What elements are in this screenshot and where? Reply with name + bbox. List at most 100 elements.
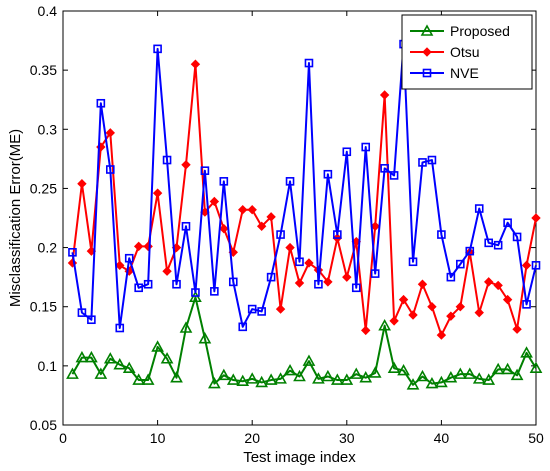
data-point-nve [408, 257, 418, 267]
data-point-otsu [115, 260, 125, 271]
data-point-otsu [77, 178, 87, 189]
data-point-proposed [132, 373, 146, 385]
data-point-nve [276, 230, 285, 239]
data-point-otsu [266, 212, 276, 222]
data-point-proposed [312, 372, 325, 384]
x-tick-label: 20 [244, 430, 260, 446]
data-point-otsu [427, 302, 437, 312]
data-point-proposed [274, 372, 287, 384]
data-point-otsu [474, 307, 484, 318]
data-point-nve [266, 272, 276, 282]
legend-item-proposed: Proposed [410, 23, 510, 39]
data-point-nve [503, 218, 512, 228]
data-point-nve [68, 248, 77, 257]
data-point-nve [484, 238, 494, 248]
data-point-nve [351, 283, 361, 293]
data-point-proposed [453, 367, 467, 379]
data-point-nve [474, 204, 484, 213]
data-point-proposed [66, 367, 79, 379]
data-point-proposed [226, 373, 240, 385]
data-point-proposed [236, 374, 250, 387]
x-tick-label: 50 [528, 430, 544, 446]
y-tick-label: 0.35 [30, 62, 57, 78]
data-point-nve [162, 155, 172, 165]
data-point-nve [228, 277, 238, 287]
x-tick-label: 40 [434, 430, 450, 446]
data-point-nve [512, 232, 522, 242]
data-point-otsu [408, 310, 418, 320]
data-point-proposed [387, 361, 401, 374]
data-point-nve [172, 279, 181, 289]
data-point-nve [96, 98, 106, 108]
data-point-otsu [304, 258, 314, 268]
data-point-proposed [179, 321, 193, 333]
data-point-nve [342, 147, 352, 157]
legend-label-otsu: Otsu [450, 44, 480, 60]
data-point-proposed [302, 354, 316, 366]
data-point-otsu [247, 205, 257, 215]
data-point-nve [389, 171, 399, 180]
x-tick-label: 10 [150, 430, 166, 446]
data-point-proposed [283, 363, 297, 376]
data-point-nve [134, 283, 143, 293]
data-point-otsu [493, 280, 503, 291]
data-point-otsu [483, 277, 494, 287]
legend-marker-proposed [420, 24, 434, 36]
data-point-proposed [103, 352, 117, 364]
data-point-proposed [406, 378, 420, 390]
data-point-proposed [85, 350, 98, 363]
data-point-nve [446, 272, 456, 282]
data-point-nve [181, 221, 191, 231]
data-point-otsu [379, 90, 390, 100]
data-point-otsu [398, 294, 409, 305]
legend: Proposed Otsu NVE [401, 14, 533, 90]
data-point-otsu [238, 205, 248, 215]
data-point-proposed [255, 375, 269, 388]
data-point-otsu [512, 324, 522, 334]
y-tick-label: 0.1 [38, 358, 58, 374]
data-point-otsu [531, 213, 541, 223]
y-tick-label: 0.05 [30, 417, 57, 433]
x-axis-label: Test image index [243, 449, 356, 466]
data-point-otsu [152, 188, 163, 198]
data-point-otsu [256, 221, 267, 231]
y-tick-label: 0.4 [38, 3, 58, 19]
data-point-otsu [294, 278, 305, 288]
legend-label-proposed: Proposed [450, 23, 510, 39]
data-point-proposed [491, 362, 505, 375]
data-point-otsu [342, 272, 352, 282]
data-point-nve [370, 269, 380, 278]
data-point-proposed [482, 373, 496, 385]
data-point-otsu [521, 260, 532, 271]
data-point-otsu [446, 311, 456, 321]
data-point-otsu [275, 304, 286, 314]
data-point-proposed [217, 368, 231, 381]
data-point-proposed [444, 371, 458, 383]
data-point-proposed [113, 358, 127, 370]
data-point-nve [295, 257, 304, 267]
data-point-otsu [455, 302, 466, 312]
data-point-nve [219, 177, 229, 186]
data-point-nve [465, 246, 475, 256]
legend-item-otsu: Otsu [410, 44, 480, 60]
y-tick-label: 0.15 [30, 299, 57, 315]
data-point-nve [247, 304, 257, 314]
data-point-otsu [285, 242, 295, 253]
data-point-proposed [463, 367, 477, 379]
data-point-proposed [122, 361, 136, 374]
data-point-nve [323, 169, 333, 179]
data-point-proposed [397, 363, 410, 376]
data-point-otsu [389, 316, 399, 326]
series-line-nve [71, 43, 537, 330]
data-point-proposed [472, 372, 486, 384]
data-point-nve [380, 164, 389, 173]
data-point-proposed [330, 373, 344, 385]
data-point-nve [191, 288, 200, 297]
data-point-proposed [293, 369, 306, 382]
data-point-proposed [501, 362, 514, 375]
data-point-nve [522, 300, 531, 309]
data-point-proposed [151, 340, 164, 352]
data-point-nve [210, 287, 219, 296]
data-point-otsu [209, 196, 220, 207]
